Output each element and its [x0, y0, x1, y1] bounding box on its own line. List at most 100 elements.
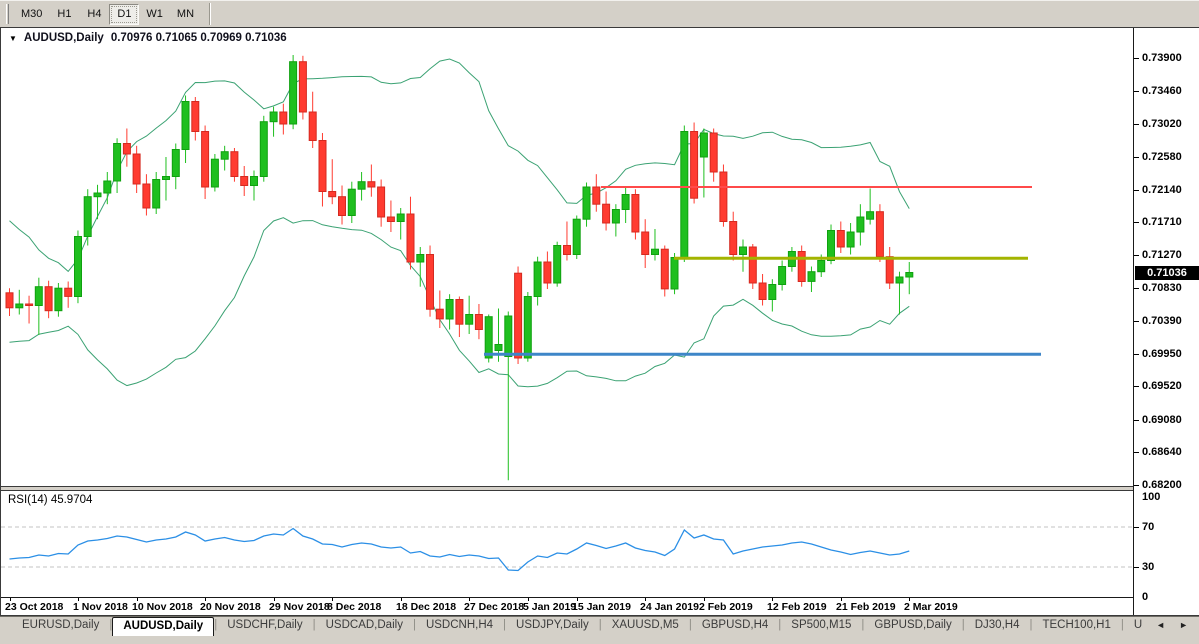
candle-bullish [582, 186, 591, 220]
tab-scroll-right-icon[interactable]: ► [1179, 620, 1189, 630]
candle-bullish [113, 143, 122, 182]
candle-bullish [827, 230, 835, 261]
date-axis-tick [841, 598, 842, 601]
candle-bearish [885, 256, 894, 284]
candle-bullish [895, 276, 904, 284]
candle-bullish [289, 61, 298, 125]
chart-tab-tech100-h1[interactable]: TECH100,H1 [1042, 619, 1111, 631]
price-axis-label: 0.69080 [1142, 414, 1182, 426]
rsi-axis-label: 70 [1142, 521, 1155, 533]
date-axis-tick [469, 598, 470, 601]
candle-bearish [836, 230, 845, 248]
rsi-indicator-pane[interactable]: RSI(14) 45.9704 [1, 491, 1133, 597]
price-axis-label: 0.70830 [1142, 282, 1182, 294]
candle-bullish [103, 180, 112, 194]
chart-tab-u[interactable]: U [1133, 619, 1143, 631]
chart-tab-eurusd-daily[interactable]: EURUSD,Daily [22, 619, 100, 631]
tab-separator: | [503, 619, 507, 631]
price-axis-label: 0.69520 [1142, 380, 1182, 392]
candle-bearish [631, 194, 640, 233]
candle-bearish [230, 151, 239, 177]
candle-bullish [621, 194, 630, 210]
tab-separator: | [1120, 619, 1124, 631]
price-axis-tick [1134, 124, 1139, 125]
candle-bearish [514, 272, 523, 359]
chart-tab-gbpusd-daily[interactable]: GBPUSD,Daily [874, 619, 952, 631]
timeframe-button-h1[interactable]: H1 [57, 8, 72, 20]
candle-bearish [201, 131, 210, 188]
rsi-chart-svg[interactable] [1, 491, 1133, 597]
candle-bullish [162, 176, 170, 180]
candle-bullish [807, 271, 816, 282]
rsi-line [9, 527, 910, 572]
timeframe-button-h4[interactable]: H4 [87, 8, 102, 20]
candle-bearish [328, 191, 337, 198]
timeframe-button-m30[interactable]: M30 [21, 8, 43, 20]
date-axis-label: 27 Dec 2018 [464, 601, 525, 613]
candle-bullish [739, 246, 747, 255]
date-axis[interactable]: 23 Oct 2018 1 Nov 2018 10 Nov 2018 20 Nov 2… [1, 597, 1133, 615]
date-axis-label: 21 Feb 2019 [836, 601, 896, 613]
tab-separator: | [1029, 619, 1033, 631]
candle-bullish [846, 231, 855, 248]
candle-bearish [719, 171, 728, 222]
price-axis-label: 0.73900 [1142, 52, 1182, 64]
chart-tab-usdjpy-daily[interactable]: USDJPY,Daily [516, 619, 589, 631]
price-axis-tick [1134, 452, 1139, 453]
symbol-dropdown-icon[interactable]: ▼ [9, 33, 17, 43]
timeframe-button-d1[interactable]: D1 [109, 3, 140, 25]
timeframe-button-mn[interactable]: MN [176, 8, 195, 20]
candle-bullish [553, 245, 562, 284]
candle-bearish [641, 231, 650, 255]
price-axis[interactable]: 0.73900 0.73460 0.73020 0.72580 0.72140 0.717… [1133, 28, 1199, 615]
price-chart-svg[interactable] [1, 28, 1133, 486]
date-axis-label: 8 Dec 2018 [327, 601, 382, 613]
chart-tab-usdchf-daily[interactable]: USDCHF,Daily [227, 619, 303, 631]
current-price-badge: 0.71036 [1135, 266, 1199, 280]
tab-scroll-left-icon[interactable]: ◄ [1156, 620, 1166, 630]
candle-bearish [122, 143, 131, 155]
date-axis-tick [909, 598, 910, 601]
price-axis-label: 0.68640 [1142, 446, 1182, 458]
main-chart-pane[interactable]: ▼ AUDUSD,Daily 0.70976 0.71065 0.70969 0… [1, 28, 1133, 486]
toolbar-grip-icon[interactable] [6, 4, 9, 24]
candle-bullish [680, 131, 689, 258]
rsi-axis-label: 100 [1142, 491, 1161, 503]
chart-tab-gbpusd-h4[interactable]: GBPUSD,H4 [701, 619, 769, 631]
chart-tab-dj30-h4[interactable]: DJ30,H4 [974, 619, 1020, 631]
tab-separator: | [109, 619, 113, 631]
date-axis-label: 29 Nov 2018 [269, 601, 330, 613]
date-axis-tick [10, 598, 11, 601]
date-axis-tick [205, 598, 206, 601]
chart-tab-xauusd-m5[interactable]: XAUUSD,M5 [611, 619, 679, 631]
date-axis-label: 15 Jan 2019 [572, 601, 631, 613]
timeframe-buttons: M30 H1 H4 D1 W1 MN [14, 3, 201, 25]
candle-bearish [797, 251, 806, 282]
rsi-axis-label: 0 [1142, 591, 1149, 603]
price-axis-tick [1134, 288, 1139, 289]
date-axis-tick [704, 598, 705, 601]
timeframe-button-w1[interactable]: W1 [146, 8, 163, 20]
candle-bearish [592, 186, 601, 205]
price-axis-tick [1134, 386, 1139, 387]
candle-bullish [905, 272, 914, 278]
price-axis-label: 0.71270 [1142, 249, 1182, 261]
date-axis-label: 2 Feb 2019 [699, 601, 753, 613]
chart-tab-audusd-daily[interactable]: AUDUSD,Daily [112, 617, 215, 636]
chart-tab-usdcad-daily[interactable]: USDCAD,Daily [325, 619, 403, 631]
chart-tab-usdcnh-h4[interactable]: USDCNH,H4 [425, 619, 494, 631]
tab-separator: | [598, 619, 602, 631]
candle-bearish [563, 245, 571, 255]
candle-bullish [15, 303, 24, 309]
price-axis-label: 0.72140 [1142, 184, 1182, 196]
candle-bullish [171, 149, 180, 177]
tab-separator: | [861, 619, 865, 631]
pane-splitter[interactable] [1, 486, 1133, 491]
candle-bearish [298, 61, 307, 113]
date-axis-label: 1 Nov 2018 [73, 601, 128, 613]
candle-bullish [83, 196, 92, 237]
candle-bearish [308, 111, 317, 141]
date-axis-tick [78, 598, 79, 601]
candle-bearish [455, 299, 464, 325]
chart-tab-sp500-m15[interactable]: SP500,M15 [791, 619, 852, 631]
